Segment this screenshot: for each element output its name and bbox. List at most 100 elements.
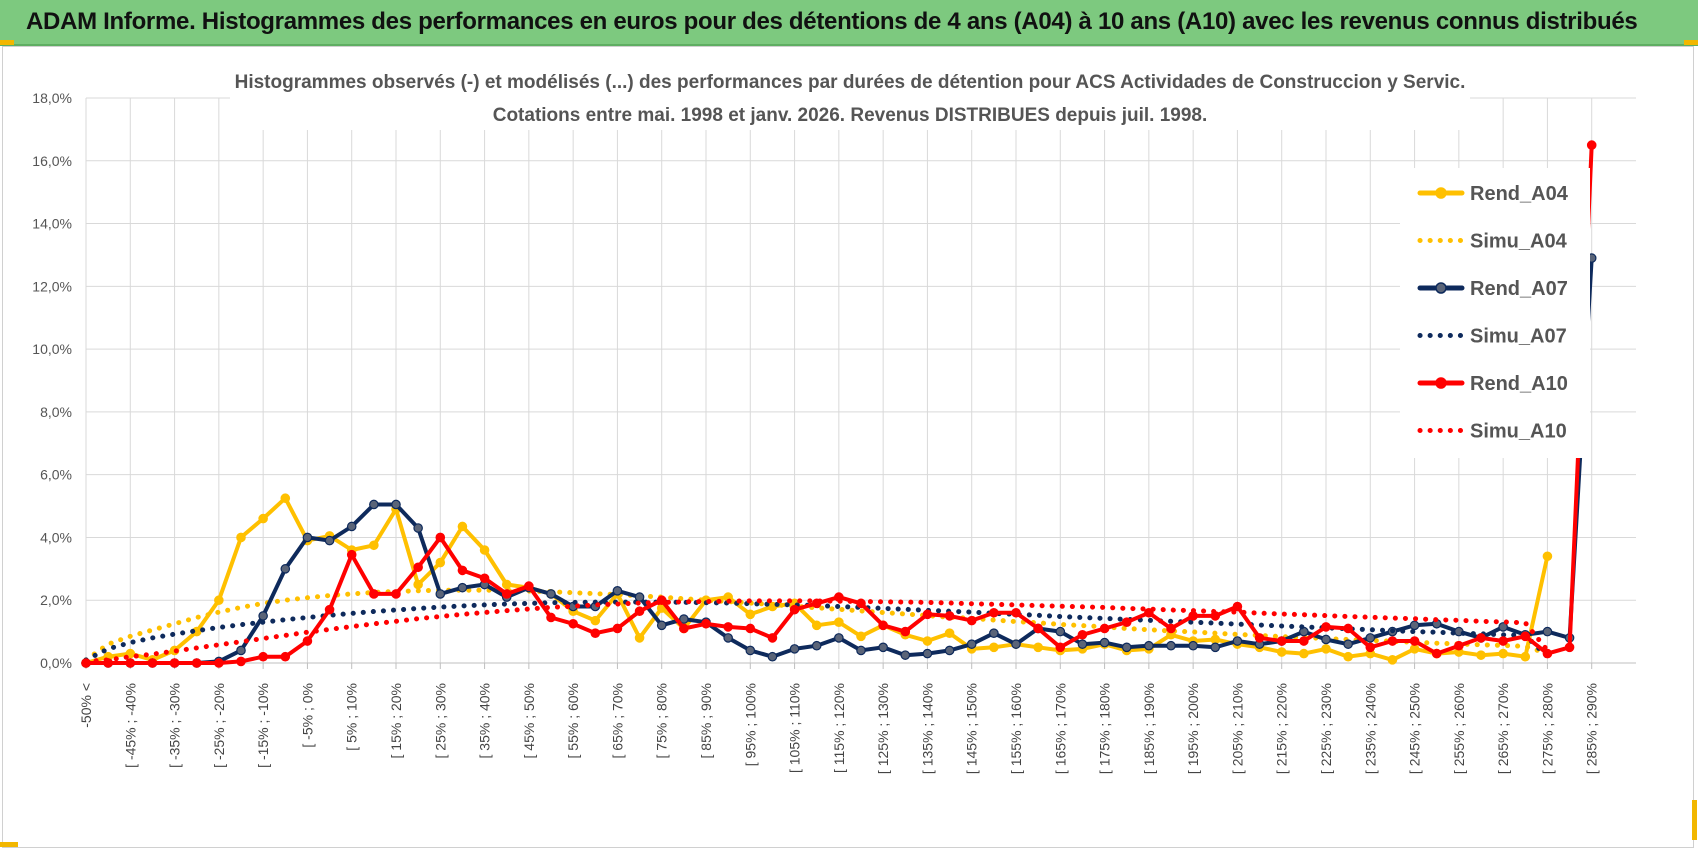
y-axis: 0,0% 2,0% 4,0% 6,0% 8,0% 10,0% 12,0% 14,0% 16,0%… <box>32 90 72 671</box>
data-point-rend-a04 <box>856 631 866 642</box>
data-point-rend-a04 <box>1299 648 1309 659</box>
x-tick-label: [ 125% ; 130% <box>875 683 891 774</box>
data-point-rend-a04 <box>125 648 136 659</box>
x-tick-label: [ 265% ; 270% <box>1495 683 1511 774</box>
x-tick-label: [ 225% ; 230% <box>1318 683 1334 774</box>
y-tick-label: 4,0% <box>40 529 72 545</box>
x-tick-label: [ 165% ; 170% <box>1052 683 1068 774</box>
data-point-rend-a10 <box>1055 642 1066 653</box>
data-point-rend-a10 <box>1365 642 1376 653</box>
data-point-rend-a07 <box>989 628 999 638</box>
legend-marker <box>1435 187 1447 199</box>
data-point-rend-a10 <box>457 565 468 576</box>
data-point-rend-a10 <box>369 589 379 599</box>
data-point-rend-a04 <box>1276 647 1287 657</box>
data-point-rend-a10 <box>435 532 446 543</box>
data-point-rend-a04 <box>944 628 955 638</box>
data-point-rend-a07 <box>280 564 291 574</box>
x-tick-label: [ 235% ; 240% <box>1362 683 1378 774</box>
data-point-rend-a07 <box>1166 640 1176 651</box>
data-point-rend-a07 <box>1542 626 1553 637</box>
data-point-rend-a10 <box>590 628 601 638</box>
data-point-rend-a10 <box>1343 623 1353 634</box>
data-point-rend-a04 <box>214 595 224 606</box>
data-point-rend-a07 <box>457 582 468 593</box>
data-point-rend-a07 <box>1011 639 1021 649</box>
data-point-rend-a10 <box>1077 629 1088 640</box>
x-tick-label: [ 145% ; 150% <box>964 683 980 774</box>
y-tick-label: 10,0% <box>32 341 72 357</box>
data-point-rend-a04 <box>1498 648 1508 659</box>
x-tick-label: [ 5% ; 10% <box>344 683 360 751</box>
y-tick-label: 8,0% <box>40 404 72 420</box>
y-tick-label: 16,0% <box>32 153 72 169</box>
data-point-rend-a10 <box>501 589 512 599</box>
data-point-rend-a10 <box>1409 636 1420 646</box>
data-point-rend-a04 <box>413 579 423 590</box>
data-point-rend-a10 <box>1033 623 1043 634</box>
corner-mark-bottom-left <box>0 842 18 847</box>
x-tick-label: [ 25% ; 30% <box>432 683 448 759</box>
data-point-rend-a04 <box>435 557 446 568</box>
data-point-rend-a10 <box>634 606 645 617</box>
data-point-rend-a10 <box>612 623 623 634</box>
data-point-rend-a10 <box>169 658 180 668</box>
data-point-rend-a07 <box>1210 642 1221 653</box>
y-tick-label: 6,0% <box>40 467 72 483</box>
data-point-rend-a04 <box>1476 650 1486 660</box>
data-point-rend-a07 <box>1343 639 1353 649</box>
data-point-rend-a07 <box>1121 642 1132 653</box>
x-tick-label: [ -5% ; 0% <box>299 683 315 748</box>
data-point-rend-a10 <box>1520 631 1531 642</box>
x-tick-label: [ 185% ; 190% <box>1141 683 1157 774</box>
x-tick-label: [ 95% ; 100% <box>742 683 758 766</box>
data-point-rend-a04 <box>457 521 468 532</box>
data-point-rend-a10 <box>413 562 423 573</box>
data-point-rend-a10 <box>1321 622 1331 632</box>
data-point-rend-a07 <box>1365 633 1376 643</box>
data-point-rend-a07 <box>656 620 667 631</box>
x-tick-label: [ -15% ; -10% <box>255 683 271 768</box>
data-point-rend-a07 <box>966 639 977 649</box>
data-point-rend-a04 <box>236 532 246 543</box>
corner-mark-bottom-right <box>1692 800 1697 840</box>
x-tick-label: [ 155% ; 160% <box>1008 683 1024 774</box>
data-point-rend-a04 <box>1210 634 1221 645</box>
data-point-rend-a10 <box>214 658 224 668</box>
chart-legend: Rend_A04 Simu_A04 Rend_A07 Simu_A07 Rend_A10… <box>1400 168 1590 458</box>
data-point-rend-a04 <box>369 540 379 551</box>
data-point-rend-a10 <box>723 622 733 632</box>
legend-label: Simu_A10 <box>1470 421 1567 443</box>
data-point-rend-a10 <box>701 618 711 629</box>
data-point-rend-a07 <box>1321 634 1331 645</box>
data-point-rend-a07 <box>767 651 778 662</box>
data-point-rend-a10 <box>1166 623 1176 634</box>
data-point-rend-a07 <box>391 499 401 510</box>
x-tick-label: [ 35% ; 40% <box>477 683 493 759</box>
legend-marker <box>1435 282 1447 294</box>
data-point-rend-a07 <box>1099 637 1110 648</box>
data-point-rend-a07 <box>1498 622 1508 632</box>
data-point-rend-a10 <box>1454 640 1464 651</box>
x-tick-label: [ -35% ; -30% <box>167 683 183 768</box>
data-point-rend-a07 <box>1409 620 1420 631</box>
data-point-rend-a10 <box>391 589 401 599</box>
data-point-rend-a10 <box>1431 648 1442 659</box>
data-point-rend-a07 <box>1077 639 1088 649</box>
x-tick-label: [ 55% ; 60% <box>565 683 581 759</box>
chart-series <box>81 140 1597 668</box>
data-point-rend-a10 <box>900 626 911 637</box>
data-point-rend-a10 <box>989 607 999 618</box>
data-point-rend-a07 <box>1055 626 1066 637</box>
chart-grid <box>85 97 1636 664</box>
x-axis: -50% < [ -45% ; -40% [ -35% ; -30% [ -25% ;… <box>78 662 1636 774</box>
data-point-rend-a10 <box>1542 648 1553 659</box>
x-tick-label: [ 105% ; 110% <box>787 683 803 773</box>
data-point-rend-a04 <box>1033 642 1043 653</box>
data-point-rend-a07 <box>1188 640 1198 651</box>
data-point-rend-a10 <box>191 658 202 668</box>
data-point-rend-a07 <box>679 614 689 624</box>
x-tick-label: [ 275% ; 280% <box>1539 683 1555 774</box>
data-point-rend-a10 <box>944 611 955 621</box>
legend-label: Rend_A04 <box>1470 183 1569 205</box>
